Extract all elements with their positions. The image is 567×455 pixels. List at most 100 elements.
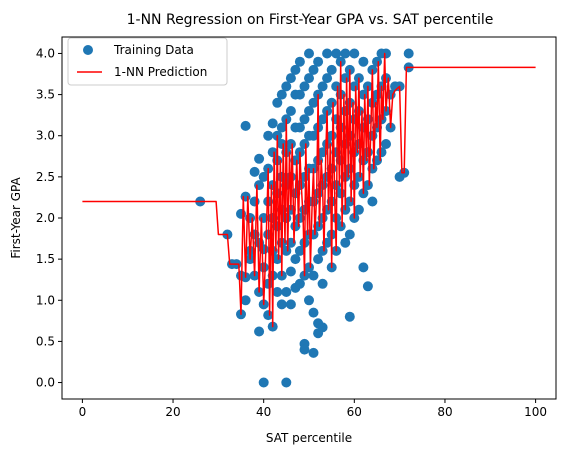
x-tick-label: 80 bbox=[437, 405, 452, 419]
data-point bbox=[367, 196, 378, 207]
legend-box bbox=[67, 37, 228, 86]
data-point bbox=[263, 130, 274, 141]
x-axis-label: SAT percentile bbox=[266, 431, 352, 445]
y-axis: 0.0 0.5 1.0 1.5 2.0 2.5 3.0 3.5 4.0 bbox=[36, 46, 62, 390]
data-point bbox=[322, 73, 333, 84]
data-point bbox=[344, 311, 355, 322]
data-point bbox=[358, 262, 369, 273]
data-point bbox=[254, 153, 265, 164]
data-point bbox=[290, 254, 301, 265]
data-point bbox=[326, 64, 337, 75]
y-tick-label: 4.0 bbox=[36, 46, 55, 60]
data-point bbox=[263, 310, 274, 321]
data-point bbox=[349, 48, 360, 59]
data-point bbox=[353, 171, 364, 182]
x-tick-label: 40 bbox=[256, 405, 271, 419]
y-tick-label: 2.0 bbox=[36, 211, 55, 225]
data-point bbox=[340, 237, 351, 248]
data-point bbox=[308, 307, 319, 318]
data-point bbox=[258, 171, 269, 182]
data-point bbox=[281, 245, 292, 256]
data-point bbox=[281, 81, 292, 92]
data-point bbox=[358, 56, 369, 67]
data-point bbox=[381, 48, 391, 59]
x-tick-label: 100 bbox=[524, 405, 547, 419]
data-point bbox=[335, 221, 346, 232]
y-tick-label: 3.5 bbox=[36, 88, 55, 102]
data-point bbox=[358, 89, 369, 100]
data-point bbox=[322, 48, 333, 59]
data-point bbox=[240, 191, 251, 202]
data-point bbox=[317, 278, 328, 289]
data-point bbox=[349, 81, 360, 92]
data-point bbox=[353, 204, 364, 215]
data-point bbox=[294, 122, 305, 133]
legend: Training Data 1-NN Prediction bbox=[67, 37, 228, 86]
data-point bbox=[240, 295, 251, 306]
legend-marker-training-data bbox=[83, 45, 93, 55]
chart-title: 1-NN Regression on First-Year GPA vs. SA… bbox=[127, 12, 494, 28]
data-point bbox=[294, 245, 305, 256]
x-tick-label: 20 bbox=[165, 405, 180, 419]
x-tick-label: 0 bbox=[79, 405, 87, 419]
data-point bbox=[272, 97, 283, 108]
data-point bbox=[326, 97, 337, 108]
data-point bbox=[299, 114, 310, 125]
data-point bbox=[362, 281, 373, 292]
data-point bbox=[299, 139, 310, 149]
data-point bbox=[276, 139, 287, 149]
data-point bbox=[304, 106, 314, 116]
legend-label-training-data: Training Data bbox=[113, 43, 194, 57]
plot-area bbox=[82, 48, 536, 388]
data-point bbox=[299, 81, 310, 92]
data-point bbox=[362, 180, 373, 191]
y-tick-label: 0.0 bbox=[36, 376, 55, 390]
data-point bbox=[331, 48, 342, 59]
data-point bbox=[267, 147, 278, 158]
data-point bbox=[317, 322, 328, 333]
y-tick-label: 1.5 bbox=[36, 252, 55, 266]
data-point bbox=[281, 287, 292, 297]
data-point bbox=[276, 122, 287, 133]
data-point bbox=[294, 89, 305, 100]
data-point bbox=[299, 344, 310, 355]
data-point bbox=[403, 48, 414, 59]
data-point bbox=[281, 377, 292, 388]
y-tick-label: 3.0 bbox=[36, 129, 55, 143]
data-point bbox=[240, 120, 251, 131]
data-point bbox=[276, 299, 287, 310]
data-point bbox=[304, 48, 314, 59]
prediction-line bbox=[82, 52, 536, 328]
x-tick-label: 60 bbox=[347, 405, 362, 419]
data-point bbox=[294, 278, 305, 289]
data-point bbox=[290, 64, 301, 75]
data-point bbox=[294, 56, 305, 67]
data-point bbox=[308, 130, 319, 141]
data-point bbox=[372, 56, 382, 67]
data-point bbox=[308, 97, 319, 108]
data-point bbox=[258, 262, 269, 273]
data-point bbox=[308, 347, 319, 358]
data-point bbox=[249, 196, 260, 207]
legend-label-1nn-prediction: 1-NN Prediction bbox=[114, 65, 207, 79]
y-tick-label: 2.5 bbox=[36, 170, 55, 184]
data-point bbox=[285, 266, 296, 277]
data-point bbox=[308, 270, 319, 281]
y-tick-label: 1.0 bbox=[36, 293, 55, 307]
data-point bbox=[344, 229, 355, 240]
data-point bbox=[313, 56, 324, 67]
data-point bbox=[258, 377, 269, 388]
data-point bbox=[344, 196, 355, 207]
data-point bbox=[285, 73, 296, 84]
data-point bbox=[249, 166, 260, 177]
data-point bbox=[340, 48, 351, 59]
data-point bbox=[276, 89, 287, 100]
data-point bbox=[285, 299, 296, 310]
data-point bbox=[340, 73, 351, 84]
data-point bbox=[317, 114, 328, 125]
data-point bbox=[254, 326, 265, 337]
data-point bbox=[304, 262, 314, 273]
data-point bbox=[313, 254, 324, 265]
data-point bbox=[381, 139, 391, 149]
